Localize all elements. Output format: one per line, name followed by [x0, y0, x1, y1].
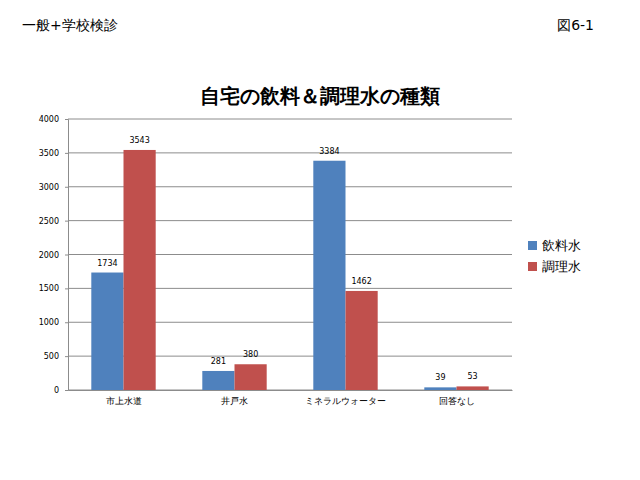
y-tick-label: 2500 — [39, 217, 59, 226]
annotation: 一般+学校検診 — [22, 17, 118, 33]
x-tick: ミネラルウォーター — [305, 390, 386, 406]
y-tick-mark — [65, 255, 68, 256]
y-tick-mark — [65, 187, 68, 188]
grid-line — [68, 119, 512, 120]
y-tick: 500 — [44, 352, 68, 361]
y-tick-label: 1500 — [39, 284, 59, 293]
x-tick-label: 回答なし — [439, 396, 475, 406]
x-tick-label: 市上水道 — [106, 396, 142, 406]
x-tick-label: 井戸水 — [221, 396, 248, 406]
y-tick-mark — [65, 390, 68, 391]
bar — [124, 150, 156, 390]
chart-title: 自宅の飲料＆調理水の種類 — [200, 84, 440, 108]
data-label: 3384 — [319, 147, 339, 156]
y-tick: 1000 — [39, 318, 68, 327]
bar — [202, 371, 234, 390]
bar — [91, 273, 123, 390]
grid — [68, 119, 512, 390]
data-labels: 1734 281 3384 39 3543 380 1462 53 — [97, 136, 477, 382]
legend-label: 飲料水 — [542, 238, 581, 253]
annotation: 図6-1 — [557, 17, 594, 33]
chart: 一般+学校検診 図6-1 自宅の飲料＆調理水の種類 1734 281 3384 39 3543… — [0, 0, 640, 480]
x-tick: 市上水道 — [106, 390, 142, 406]
legend-label: 調理水 — [542, 259, 581, 274]
legend-item: 調理水 — [528, 259, 581, 274]
y-tick-label: 3000 — [39, 183, 59, 192]
data-label: 1462 — [351, 277, 371, 286]
data-label: 1734 — [97, 259, 117, 268]
legend-item: 飲料水 — [528, 238, 581, 253]
legend: 飲料水調理水 — [528, 238, 581, 274]
y-tick: 0 — [54, 386, 68, 395]
y-tick: 3500 — [39, 149, 68, 158]
legend-swatch — [528, 262, 537, 271]
y-tick-mark — [65, 221, 68, 222]
y-tick-label: 4000 — [39, 115, 59, 124]
bar — [346, 291, 378, 390]
x-tick: 井戸水 — [221, 390, 248, 406]
y-tick: 2500 — [39, 217, 68, 226]
bar — [457, 386, 489, 390]
y-tick: 2000 — [39, 251, 68, 260]
y-tick-label: 500 — [44, 352, 59, 361]
y-tick-mark — [65, 288, 68, 289]
y-tick-label: 3500 — [39, 149, 59, 158]
bar — [235, 364, 267, 390]
y-tick-label: 0 — [54, 386, 59, 395]
y-tick: 3000 — [39, 183, 68, 192]
x-tick-label: ミネラルウォーター — [305, 396, 386, 406]
y-tick-label: 2000 — [39, 251, 59, 260]
data-label: 39 — [435, 373, 445, 382]
y-tick-label: 1000 — [39, 318, 59, 327]
data-label: 53 — [468, 372, 478, 381]
data-label: 281 — [211, 357, 226, 366]
y-tick: 1500 — [39, 284, 68, 293]
y-axis-line — [65, 120, 69, 391]
data-label: 380 — [243, 350, 258, 359]
y-tick-mark — [65, 153, 68, 154]
y-tick-mark — [65, 322, 68, 323]
data-label: 3543 — [129, 136, 149, 145]
bars — [91, 150, 488, 390]
y-tick-mark — [65, 119, 68, 120]
legend-swatch — [528, 241, 537, 250]
y-tick-mark — [65, 356, 68, 357]
bar — [424, 387, 456, 390]
y-tick: 4000 — [39, 115, 68, 124]
x-tick: 回答なし — [439, 390, 475, 406]
bar — [313, 161, 345, 390]
y-axis: 0 500 1000 1500 2000 2500 3000 3500 4000 — [39, 115, 69, 395]
x-axis-line — [69, 390, 513, 391]
x-axis: 市上水道 井戸水 ミネラルウォーター 回答なし — [69, 390, 513, 406]
